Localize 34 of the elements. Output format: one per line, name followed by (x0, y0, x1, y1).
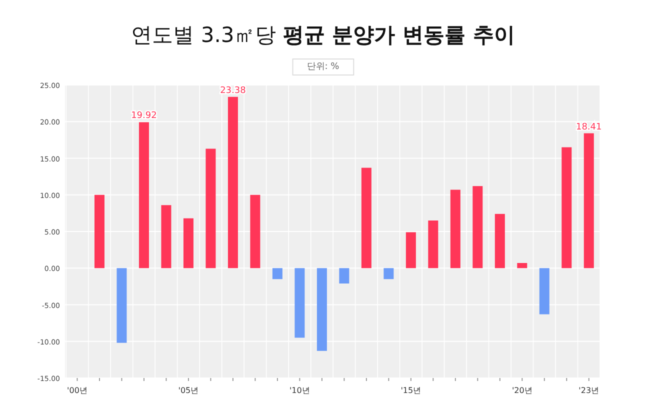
bar (138, 122, 149, 268)
bar (361, 168, 372, 268)
bar (183, 218, 194, 268)
data-label: 19.92 (131, 111, 157, 122)
x-tick-label: '00년 (67, 386, 88, 395)
bar (539, 268, 550, 314)
bar (472, 186, 483, 268)
bar (161, 205, 172, 268)
bar (316, 268, 327, 351)
data-label: 18.41 (576, 122, 602, 132)
bar (384, 268, 394, 280)
bar (584, 133, 594, 268)
text: 단위: % (306, 62, 340, 72)
data-label: 23.38 (220, 86, 246, 96)
x-tick-label: '23년 (578, 386, 600, 395)
bar (517, 262, 528, 268)
bar (406, 232, 416, 268)
bar (339, 268, 350, 284)
x-tick-label: '05년 (178, 386, 199, 395)
bar (562, 147, 572, 268)
bar (250, 194, 260, 268)
bar (206, 148, 216, 268)
bar (94, 194, 104, 268)
bar (428, 220, 438, 268)
bar (116, 268, 127, 343)
x-tick-label: '20년 (512, 386, 532, 395)
x-tick-label: '10년 (289, 386, 310, 395)
chart-title: 연도별 3.3㎡당 평균 분양가 변동률 추이 (131, 23, 515, 47)
bar (228, 96, 238, 268)
x-tick-label: '15년 (400, 386, 422, 395)
bar (272, 268, 282, 280)
bar (294, 268, 305, 338)
bar (450, 190, 460, 268)
bar (494, 214, 505, 268)
